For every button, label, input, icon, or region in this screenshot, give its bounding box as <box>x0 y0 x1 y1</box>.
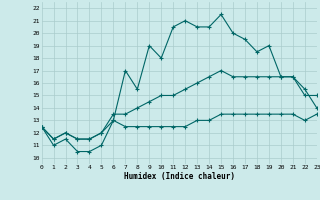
X-axis label: Humidex (Indice chaleur): Humidex (Indice chaleur) <box>124 172 235 181</box>
